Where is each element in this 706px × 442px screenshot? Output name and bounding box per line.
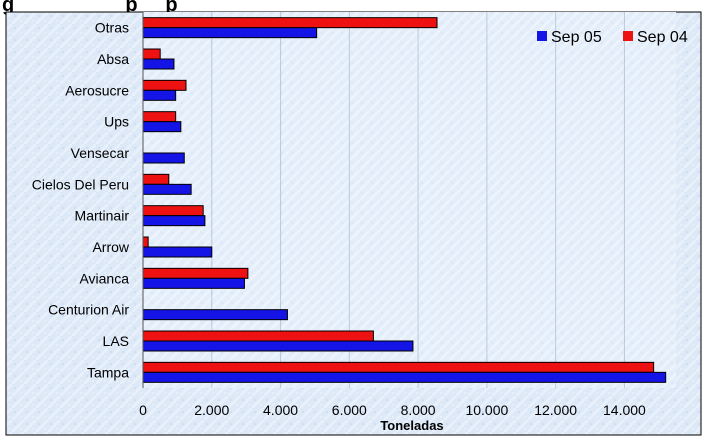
x-tick-label: 2.000	[194, 402, 229, 418]
x-tick-label: 14.000	[603, 402, 646, 418]
bar-sep-05-vensecar	[142, 152, 185, 164]
bar-sep-04-cielos-del-peru	[142, 173, 170, 185]
bar-sep-04-absa	[142, 48, 161, 60]
category-label-las: LAS	[103, 333, 129, 349]
category-label-arrow: Arrow	[92, 239, 129, 255]
bar-sep-05-tampa	[142, 371, 667, 383]
category-label-tampa: Tampa	[87, 364, 129, 380]
x-tick-label: 0	[139, 402, 147, 418]
bars-group	[142, 17, 667, 383]
category-label-cielos-del-peru: Cielos Del Peru	[32, 176, 129, 192]
category-label-aerosucre: Aerosucre	[65, 82, 129, 98]
category-label-otras: Otras	[95, 20, 129, 36]
x-tick-label: 10.000	[465, 402, 508, 418]
bar-sep-04-arrow	[142, 236, 149, 248]
bar-sep-05-centurion-air	[142, 309, 288, 321]
category-label-centurion-air: Centurion Air	[48, 302, 129, 318]
bar-sep-05-las	[142, 340, 414, 352]
x-tick-label: 8.000	[401, 402, 436, 418]
legend-swatch-sep-05	[537, 31, 547, 41]
bar-sep-05-ups	[142, 121, 182, 133]
bar-sep-05-arrow	[142, 246, 213, 258]
bar-sep-05-martinair	[142, 215, 206, 227]
bar-sep-04-las	[142, 330, 374, 342]
legend: Sep 05 Sep 04	[537, 29, 688, 46]
legend-label-sep-04: Sep 04	[637, 29, 688, 46]
legend-label-sep-05: Sep 05	[551, 29, 602, 46]
x-tick-label: 6.000	[332, 402, 367, 418]
plot-area	[143, 12, 676, 388]
category-label-martinair: Martinair	[75, 208, 130, 224]
bar-sep-05-aerosucre	[142, 89, 177, 101]
bar-sep-05-avianca	[142, 277, 245, 289]
category-labels: Otras Absa Aerosucre Ups Vensecar Cielos Del …	[32, 20, 130, 381]
bar-sep-05-absa	[142, 58, 175, 70]
x-tick-label: 4.000	[263, 402, 298, 418]
bar-sep-04-ups	[142, 111, 177, 123]
bar-sep-04-tampa	[142, 361, 655, 373]
x-tick-labels: 0 2.000 4.000 6.000 8.000 10.000 12.000 14.000	[139, 402, 646, 418]
bar-sep-04-otras	[142, 17, 438, 29]
category-label-absa: Absa	[97, 51, 129, 67]
bar-sep-04-avianca	[142, 267, 249, 279]
x-axis-title: Toneladas	[380, 418, 443, 433]
gridlines	[211, 12, 625, 388]
legend-swatch-sep-04	[623, 31, 633, 41]
x-tick-label: 12.000	[534, 402, 577, 418]
bar-sep-05-cielos-del-peru	[142, 183, 192, 195]
bar-sep-05-otras	[142, 27, 318, 39]
category-label-vensecar: Vensecar	[71, 145, 130, 161]
category-label-ups: Ups	[104, 114, 129, 130]
bar-sep-04-aerosucre	[142, 79, 187, 91]
category-label-avianca: Avianca	[79, 270, 129, 286]
bar-sep-04-martinair	[142, 205, 204, 217]
